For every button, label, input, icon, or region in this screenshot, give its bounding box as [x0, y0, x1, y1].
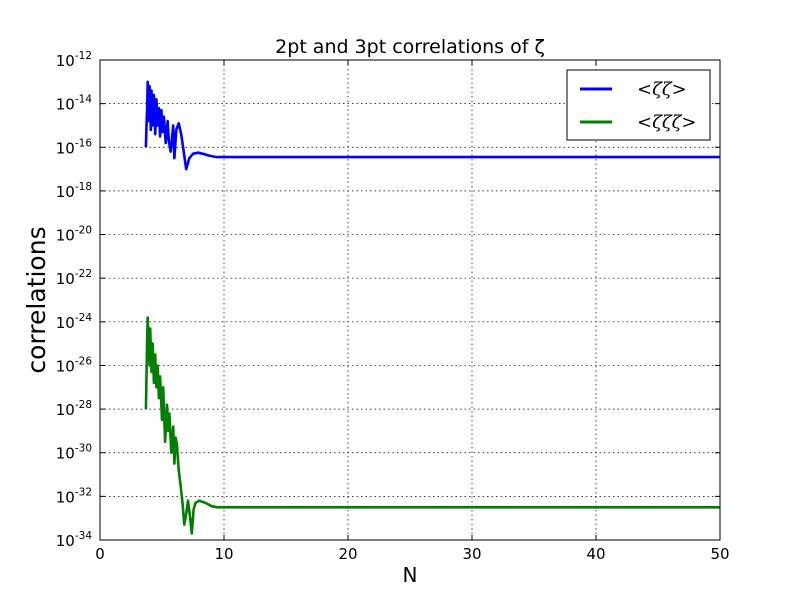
y-tick-label: 10-18 — [56, 181, 92, 201]
x-tick-label: 30 — [462, 545, 481, 563]
x-tick-label: 50 — [710, 545, 729, 563]
y-tick-label: 10-22 — [56, 268, 92, 288]
plot-frame — [99, 59, 721, 541]
series-layer — [144, 80, 720, 535]
y-tick-label: 10-30 — [56, 443, 92, 463]
y-tick-labels: 10-12 10-14 10-16 10-18 10-20 10-22 10-24 10-26… — [56, 50, 93, 550]
y-tick-label: 10-16 — [56, 137, 93, 157]
x-tick-label: 20 — [338, 545, 357, 563]
legend: <ζζ> <ζζζ> — [566, 69, 711, 141]
series-line-zeta3 — [144, 316, 720, 535]
y-tick-label: 10-32 — [56, 486, 92, 506]
x-tick-label: 10 — [214, 545, 233, 563]
series-line-zeta2 — [144, 80, 720, 171]
x-axis-label: N — [403, 563, 418, 587]
y-tick-label: 10-24 — [56, 312, 93, 332]
x-tick-label: 40 — [586, 545, 605, 563]
y-tick-label: 10-34 — [56, 530, 93, 550]
y-axis-label: correlations — [22, 226, 51, 373]
grid — [100, 60, 720, 540]
x-tick-label: 0 — [95, 545, 105, 563]
y-tick-label: 10-28 — [56, 399, 92, 419]
ticks — [99, 59, 721, 541]
y-tick-label: 10-20 — [56, 225, 92, 245]
legend-label-zeta3: <ζζζ> — [637, 112, 696, 133]
y-tick-label: 10-12 — [56, 50, 92, 70]
y-tick-label: 10-14 — [56, 94, 93, 114]
y-tick-label: 10-26 — [56, 355, 93, 375]
x-tick-labels: 0 10 20 30 40 50 — [95, 545, 729, 563]
legend-label-zeta2: <ζζ> — [637, 79, 687, 100]
legend-box — [566, 69, 711, 141]
chart-title: 2pt and 3pt correlations of ζ — [275, 36, 545, 58]
